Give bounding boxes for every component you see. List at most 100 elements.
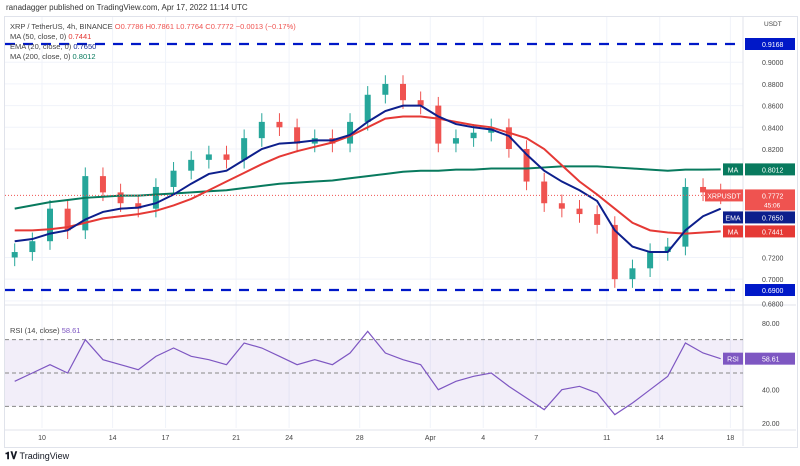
rsi-tick-label: 20.00	[762, 421, 780, 428]
ma50-line	[14, 115, 721, 235]
ma200-label-bg	[745, 163, 795, 176]
legend-ma50: MA (50, close, 0) 0.7441	[10, 32, 91, 41]
legend-rsi: RSI (14, close) 58.61	[10, 326, 80, 335]
ma200-line	[14, 165, 721, 210]
currency-label: USDT	[764, 21, 782, 28]
ema-label-tag: EMA	[725, 215, 741, 222]
time-tick-label: 17	[162, 435, 170, 442]
symbol-label: XRP / TetherUS, 4h, BINANCE	[10, 22, 113, 31]
tv-logo-icon: 𝟏𝐕	[5, 451, 18, 462]
price-tick-label: 0.8200	[762, 147, 784, 154]
candle	[611, 224, 618, 280]
candle	[135, 203, 142, 209]
rsi-line	[14, 330, 721, 416]
candle	[258, 121, 265, 139]
last-price-label-value: 0.7772	[762, 193, 784, 200]
price-tick-label: 0.8800	[762, 82, 784, 89]
last-price-label-tag-bg	[705, 189, 743, 202]
level-top-label-value: 0.9168	[762, 42, 784, 49]
candle	[541, 181, 548, 204]
publish-header: ranadagger published on TradingView.com,…	[6, 3, 248, 12]
ema-label-bg	[745, 211, 795, 224]
candle	[682, 186, 689, 247]
ema-label-tag-bg	[723, 211, 743, 224]
ma200-value: 0.8012	[72, 52, 96, 61]
footer-brand: TradingView	[19, 451, 70, 461]
ma50-price-label-value: 0.7441	[762, 229, 784, 236]
time-tick-label: 7	[534, 435, 538, 442]
last-price-label-bg	[745, 189, 795, 211]
candle	[205, 154, 212, 160]
price-tick-label: 0.7200	[762, 255, 784, 262]
legend-symbol: XRP / TetherUS, 4h, BINANCE O0.7786 H0.7…	[10, 22, 296, 31]
level-bottom-label-bg	[745, 284, 795, 297]
ohlc-values: O0.7786 H0.7861 L0.7764 C0.7772 −0.0013 …	[114, 22, 296, 31]
rsi-band	[5, 339, 743, 407]
candle	[594, 214, 601, 225]
ma50-value: 0.7441	[68, 32, 92, 41]
candle	[347, 121, 354, 144]
candle	[647, 252, 654, 269]
candle	[223, 154, 230, 160]
ma200-label-tag-bg	[723, 163, 743, 176]
candle	[664, 246, 671, 253]
price-tick-label: 0.8400	[762, 125, 784, 132]
candle	[364, 94, 371, 122]
rsi-value-label-value: 58.61	[762, 357, 780, 364]
rsi-value: 58.61	[61, 326, 81, 335]
candle	[382, 83, 389, 95]
price-tick-label: 0.7000	[762, 277, 784, 284]
ma50-price-label-bg	[745, 225, 795, 238]
candle	[82, 176, 89, 231]
candle	[629, 268, 636, 280]
legend-ema20: EMA (20, close, 0) 0.7650	[10, 42, 96, 51]
candle	[241, 138, 248, 160]
candle	[29, 241, 36, 253]
candle	[294, 127, 301, 144]
ema-label-value: 0.7650	[762, 215, 784, 222]
candle	[523, 148, 530, 182]
candle	[47, 208, 53, 242]
ma200-label: MA (200, close, 0)	[10, 52, 71, 61]
ema20-label: EMA (20, close, 0)	[10, 42, 72, 51]
legend-ma200: MA (200, close, 0) 0.8012	[10, 52, 96, 61]
candle	[435, 105, 442, 144]
rsi-value-label-tag: RSI	[727, 357, 739, 364]
ma200-label-tag: MA	[728, 167, 739, 174]
time-tick-label: 24	[285, 435, 293, 442]
candle	[452, 138, 459, 144]
price-tick-label: 0.8600	[762, 104, 784, 111]
candle	[117, 192, 124, 204]
candle	[400, 83, 406, 101]
rsi-value-label-bg	[745, 352, 795, 365]
time-tick-label: 11	[603, 435, 610, 442]
time-tick-label: 4	[481, 435, 485, 442]
rsi-value-label-tag-bg	[723, 352, 743, 365]
ema20-value: 0.7650	[73, 42, 97, 51]
candle	[152, 186, 159, 209]
candle	[64, 208, 71, 231]
rsi-label: RSI (14, close)	[10, 326, 60, 335]
candle	[170, 170, 177, 187]
candle	[576, 208, 583, 215]
candle	[700, 186, 707, 193]
ma200-label-value: 0.8012	[762, 167, 784, 174]
price-tick-label: 0.9000	[762, 60, 784, 67]
tradingview-logo[interactable]: 𝟏𝐕 TradingView	[5, 451, 69, 462]
ma50-price-label-tag: MA	[728, 229, 739, 236]
rsi-tick-label: 40.00	[762, 388, 780, 395]
candle	[11, 252, 18, 258]
ma50-label: MA (50, close, 0)	[10, 32, 67, 41]
level-bottom-label-value: 0.6900	[762, 288, 784, 295]
time-tick-label: 21	[232, 435, 240, 442]
time-tick-label: 28	[356, 435, 364, 442]
candle	[558, 203, 565, 209]
level-top-label-bg	[745, 38, 795, 50]
candle	[99, 176, 106, 193]
candle	[188, 159, 195, 171]
chart-frame	[4, 16, 798, 448]
time-tick-label: 10	[38, 435, 46, 442]
rsi-tick-label: 80.00	[762, 321, 780, 328]
time-tick-label: Apr	[425, 435, 437, 442]
